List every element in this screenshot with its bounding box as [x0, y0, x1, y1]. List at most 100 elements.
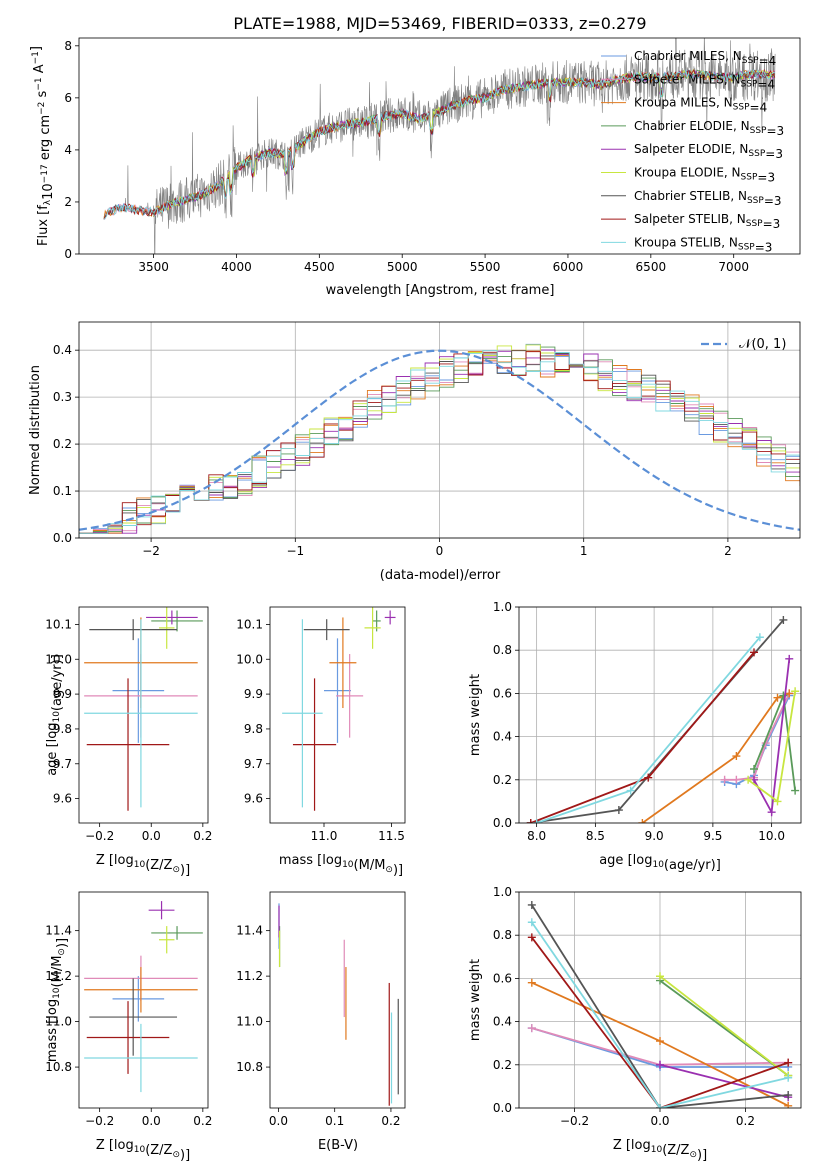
y-tick-label: 0.6 [493, 686, 512, 700]
plot-area-residuals [79, 343, 800, 538]
y-tick-label: 4 [64, 143, 72, 157]
legend-entry: 𝒩(0, 1) [739, 337, 786, 352]
y-tick-label: 0.1 [53, 484, 72, 498]
y-tick-label: 9.7 [53, 757, 72, 771]
y-tick-label: 0.6 [493, 971, 512, 985]
x-axis-label: age [log10(age/yr)] [599, 853, 721, 873]
x-tick-label: 0.2 [736, 1114, 755, 1128]
x-tick-label: 6500 [636, 260, 667, 274]
legend-entry: Salpeter ELODIE, NSSP=3 [634, 142, 783, 161]
axes-frame [78, 37, 801, 255]
gaussian-curve [79, 349, 800, 531]
x-tick-label: 0.0 [269, 1114, 288, 1128]
weight-marker-salpeter_stelib [784, 1058, 793, 1067]
y-tick-label: 11.2 [236, 969, 263, 983]
y-axis-label: mass [log10(M/M⊙)] [45, 938, 70, 1062]
weight-marker-salpeter_miles [527, 1024, 536, 1033]
y-tick-label: 10.8 [45, 1060, 72, 1074]
weight-line-salpeter_stelib [531, 936, 789, 1108]
y-tick-label: 10.0 [236, 652, 263, 666]
x-axis-label: Z [log10(Z/Z⊙)] [613, 1138, 707, 1163]
x-tick-label: −0.2 [85, 829, 114, 843]
x-tick-label: 8.5 [586, 829, 605, 843]
model-spectrum-kroupa_stelib [103, 68, 775, 220]
weight-marker-chabrier_stelib [784, 1091, 793, 1100]
weight-marker-chabrier_elodie [779, 691, 788, 700]
weight-marker-salpeter_stelib [527, 933, 536, 942]
weight-marker-kroupa_stelib [532, 819, 541, 823]
weight-marker-salpeter_elodie [656, 1060, 664, 1069]
x-tick-label: 10.0 [758, 829, 785, 843]
y-tick-label: 10.8 [236, 1060, 263, 1074]
y-tick-label: 0.8 [493, 928, 512, 942]
x-tick-label: 0 [436, 544, 444, 558]
weight-marker-salpeter_stelib [644, 773, 653, 782]
weight-marker-kroupa_miles [527, 978, 536, 987]
weight-line-kroupa_elodie [659, 975, 789, 1077]
panel-residuals: −2 −1 0 1 2 0.0 0.1 0.2 0.3 0.4 (data-model)/error… [28, 321, 801, 583]
legend-entry: Salpeter MILES, NSSP=4 [634, 72, 775, 91]
x-tick-label: −2 [142, 544, 160, 558]
histogram-kroupa_stelib [79, 350, 800, 538]
y-tick-label: 0.3 [53, 390, 72, 404]
x-tick-label: 4000 [221, 260, 252, 274]
x-tick-label: 11.5 [378, 829, 405, 843]
axes-frame [78, 321, 801, 539]
y-tick-label: 0.2 [493, 1058, 512, 1072]
axes-frame [269, 606, 406, 824]
plot-area-age_vs_z [84, 607, 203, 811]
weight-line-kroupa_stelib [531, 921, 789, 1108]
legend-entry: Kroupa MILES, NSSP=4 [634, 96, 767, 115]
weight-marker-salpeter_miles [720, 775, 729, 784]
x-tick-label: 9.0 [645, 829, 664, 843]
weight-marker-chabrier_elodie [791, 786, 800, 795]
x-tick-label: 0.2 [193, 829, 212, 843]
panel-mass_vs_ebv: 0.0 0.1 0.2 10.8 11.0 11.2 11.4 E(B-V) [236, 891, 406, 1153]
weight-marker-kroupa_elodie [791, 687, 800, 696]
weight-marker-salpeter_miles [732, 775, 741, 784]
y-tick-label: 0.4 [493, 1015, 512, 1029]
x-tick-label: −1 [286, 544, 304, 558]
weight-marker-chabrier_stelib [779, 615, 788, 624]
y-tick-label: 9.6 [53, 792, 72, 806]
weight-line-salpeter_elodie [659, 1063, 789, 1099]
y-tick-label: 0.0 [493, 816, 512, 830]
plot-area-spectrum [103, 38, 776, 254]
legend-entry: Salpeter STELIB, NSSP=3 [634, 212, 780, 231]
y-tick-label: 0.2 [493, 773, 512, 787]
weight-marker-kroupa_elodie [744, 775, 753, 784]
y-tick-label: 1.0 [493, 600, 512, 614]
y-axis-label: age [log10(age/yr)] [45, 654, 65, 776]
y-axis-label: Normed distribution [28, 365, 43, 495]
weight-marker-kroupa_miles [773, 693, 782, 702]
x-tick-label: 6000 [553, 260, 584, 274]
x-tick-label: 0.0 [650, 1114, 669, 1128]
y-tick-label: 0.4 [493, 730, 512, 744]
y-tick-label: 0.4 [53, 343, 72, 357]
plot-area-weight_vs_z [527, 900, 793, 1108]
x-axis-label: E(B-V) [318, 1138, 358, 1153]
y-tick-label: 11.0 [45, 1015, 72, 1029]
x-axis-label: mass [log10(M/M⊙)] [279, 853, 403, 878]
y-tick-label: 11.2 [45, 969, 72, 983]
x-tick-label: 0.0 [142, 829, 161, 843]
legend: Chabrier MILES, NSSP=4 Salpeter MILES, NS… [601, 49, 784, 254]
y-tick-label: 9.7 [244, 757, 263, 771]
x-tick-label: 7000 [718, 260, 749, 274]
y-tick-label: 11.4 [236, 924, 263, 938]
y-tick-label: 10.1 [236, 617, 263, 631]
weight-marker-kroupa_stelib [755, 633, 764, 642]
y-tick-label: 11.4 [45, 924, 72, 938]
x-tick-label: 4500 [304, 260, 335, 274]
histogram-kroupa_elodie [79, 344, 800, 538]
y-axis-label: mass weight [468, 959, 483, 1041]
x-tick-label: 0.2 [193, 1114, 212, 1128]
y-tick-label: 9.9 [244, 687, 263, 701]
y-tick-label: 0.8 [493, 643, 512, 657]
weight-marker-kroupa_elodie [656, 972, 664, 981]
weight-marker-kroupa_stelib [527, 918, 536, 927]
panel-age_vs_mass: 11.0 11.5 9.6 9.7 9.8 9.9 10.0 10.1 mass [log10(… [236, 606, 406, 878]
x-tick-label: 0.1 [325, 1114, 344, 1128]
plot-area-age_vs_mass [282, 607, 396, 811]
x-tick-label: 0.0 [142, 1114, 161, 1128]
